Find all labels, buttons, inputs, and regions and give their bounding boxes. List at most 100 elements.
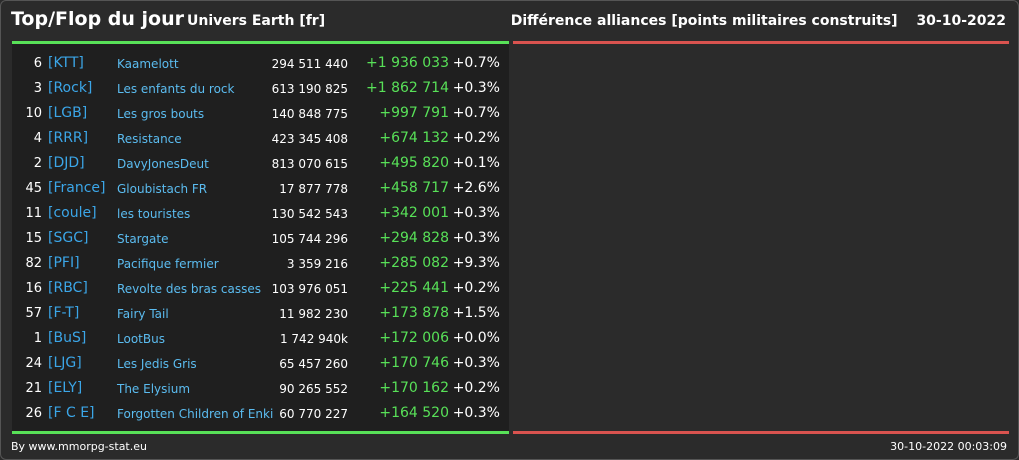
rank-cell: 26	[25, 406, 42, 421]
rank-cell: 45	[25, 181, 42, 196]
alliance-tag-link[interactable]: [coule]	[48, 205, 97, 221]
percent-change-cell: +0.2%	[452, 280, 500, 296]
rank-cell: 2	[33, 156, 42, 171]
total-points-cell: 60 770 227	[279, 407, 348, 421]
bottom-divider-red	[513, 431, 1009, 434]
table-row: 6 [KTT] Kaamelott 294 511 440 +1 936 033 +0.7…	[12, 48, 509, 73]
alliance-name-link[interactable]: DavyJonesDeut	[117, 157, 209, 171]
percent-change-cell: +0.3%	[452, 230, 500, 246]
percent-change-cell: +2.6%	[452, 180, 500, 196]
rank-cell: 11	[25, 206, 42, 221]
table-row: 3 [Rock] Les enfants du rock 613 190 825 +1 …	[12, 73, 509, 98]
alliance-tag-link[interactable]: [DJD]	[48, 155, 85, 171]
alliance-name-link[interactable]: Stargate	[117, 232, 169, 246]
rank-cell: 6	[33, 56, 42, 71]
percent-change-cell: +9.3%	[452, 255, 500, 271]
table-row: 82 [PFI] Pacifique fermier 3 359 216 +285 08…	[12, 248, 509, 273]
difference-cell: +1 936 033	[366, 55, 449, 71]
alliance-name-link[interactable]: Les Jedis Gris	[117, 357, 197, 371]
alliance-tag-link[interactable]: [France]	[48, 180, 106, 196]
alliance-tag-link[interactable]: [PFI]	[48, 255, 80, 271]
total-points-cell: 65 457 260	[279, 357, 348, 371]
percent-change-cell: +0.0%	[452, 330, 500, 346]
total-points-cell: 105 744 296	[271, 232, 348, 246]
alliance-name-link[interactable]: Fairy Tail	[117, 307, 169, 321]
percent-change-cell: +0.7%	[452, 105, 500, 121]
universe-subtitle: Univers Earth [fr]	[187, 13, 326, 29]
difference-cell: +458 717	[379, 180, 449, 196]
table-row: 26 [F C E] Forgotten Children of Enki 60 77…	[12, 398, 509, 423]
alliance-tag-link[interactable]: [LGB]	[48, 105, 88, 121]
table-row: 1 [BuS] LootBus 1 742 940k +172 006 +0.0%	[12, 323, 509, 348]
rank-cell: 57	[25, 306, 42, 321]
difference-cell: +674 132	[379, 130, 449, 146]
alliance-tag-link[interactable]: [KTT]	[48, 55, 84, 71]
rank-cell: 1	[33, 331, 42, 346]
difference-cell: +495 820	[379, 155, 449, 171]
difference-cell: +294 828	[379, 230, 449, 246]
percent-change-cell: +0.1%	[452, 155, 500, 171]
difference-cell: +172 006	[379, 330, 449, 346]
alliance-name-link[interactable]: Kaamelott	[117, 57, 179, 71]
rank-cell: 4	[33, 131, 42, 146]
alliance-name-link[interactable]: Gloubistach FR	[117, 182, 208, 196]
header-right: Différence alliances [points militaires …	[511, 13, 1006, 29]
difference-cell: +170 162	[379, 380, 449, 396]
alliance-name-link[interactable]: Pacifique fermier	[117, 257, 219, 271]
footer-source: By www.mmorpg-stat.eu	[11, 440, 147, 453]
difference-cell: +342 001	[379, 205, 449, 221]
total-points-cell: 90 265 552	[279, 382, 348, 396]
total-points-cell: 3 359 216	[286, 257, 348, 271]
table-row: 11 [coule] les touristes 130 542 543 +342 00…	[12, 198, 509, 223]
table-row: 24 [LJG] Les Jedis Gris 65 457 260 +170 746 +…	[12, 348, 509, 373]
percent-change-cell: +0.3%	[452, 405, 500, 421]
table-row: 2 [DJD] DavyJonesDeut 813 070 615 +495 820 +0…	[12, 148, 509, 173]
percent-change-cell: +0.3%	[452, 205, 500, 221]
alliance-tag-link[interactable]: [F C E]	[48, 405, 95, 421]
alliance-tag-link[interactable]: [RBC]	[48, 280, 88, 296]
alliance-name-link[interactable]: Les gros bouts	[117, 107, 205, 121]
rank-cell: 15	[25, 231, 42, 246]
rank-cell: 3	[33, 81, 42, 96]
total-points-cell: 1 742 940k	[279, 332, 348, 346]
total-points-cell: 103 976 051	[271, 282, 348, 296]
alliance-tag-link[interactable]: [BuS]	[48, 330, 87, 346]
bottom-divider-green	[12, 431, 509, 434]
total-points-cell: 294 511 440	[271, 57, 348, 71]
top-divider-green	[12, 41, 509, 44]
rank-cell: 16	[25, 281, 42, 296]
alliance-tag-link[interactable]: [Rock]	[48, 80, 93, 96]
alliance-name-link[interactable]: The Elysium	[117, 382, 191, 396]
footer-timestamp: 30-10-2022 00:03:09	[890, 440, 1007, 453]
alliance-name-link[interactable]: Forgotten Children of Enki	[117, 407, 274, 421]
percent-change-cell: +0.7%	[452, 55, 500, 71]
flop-ranking-panel	[513, 44, 1009, 431]
total-points-cell: 11 982 230	[279, 307, 348, 321]
alliance-name-link[interactable]: LootBus	[117, 332, 165, 346]
alliance-name-link[interactable]: les touristes	[117, 207, 191, 221]
table-row: 21 [ELY] The Elysium 90 265 552 +170 162 +0.2…	[12, 373, 509, 398]
ranking-description: Différence alliances [points militaires …	[510, 13, 898, 29]
alliance-tag-link[interactable]: [F-T]	[48, 305, 80, 321]
percent-change-cell: +1.5%	[452, 305, 500, 321]
header-date: 30-10-2022	[916, 13, 1006, 29]
difference-cell: +173 878	[379, 305, 449, 321]
difference-cell: +170 746	[379, 355, 449, 371]
difference-cell: +164 520	[379, 405, 449, 421]
alliance-tag-link[interactable]: [SGC]	[48, 230, 89, 246]
alliance-name-link[interactable]: Resistance	[117, 132, 182, 146]
total-points-cell: 613 190 825	[271, 82, 348, 96]
alliance-name-link[interactable]: Les enfants du rock	[117, 82, 235, 96]
alliance-tag-link[interactable]: [ELY]	[48, 380, 83, 396]
alliance-tag-link[interactable]: [LJG]	[48, 355, 82, 371]
table-row: 10 [LGB] Les gros bouts 140 848 775 +997 791…	[12, 98, 509, 123]
percent-change-cell: +0.2%	[452, 130, 500, 146]
page-title: Top/Flop du jour	[11, 8, 184, 30]
alliance-name-link[interactable]: Revolte des bras casses	[117, 282, 261, 296]
percent-change-cell: +0.3%	[452, 80, 500, 96]
rank-cell: 10	[25, 106, 42, 121]
table-row: 45 [France] Gloubistach FR 17 877 778 +458 7…	[12, 173, 509, 198]
alliance-tag-link[interactable]: [RRR]	[48, 130, 89, 146]
flop-divider-red	[513, 41, 1009, 44]
